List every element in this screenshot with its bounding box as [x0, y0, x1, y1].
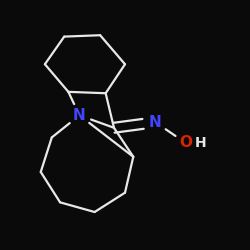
Text: O: O [179, 136, 192, 150]
Text: N: N [149, 115, 162, 130]
Text: H: H [195, 136, 207, 150]
Text: N: N [73, 108, 86, 123]
